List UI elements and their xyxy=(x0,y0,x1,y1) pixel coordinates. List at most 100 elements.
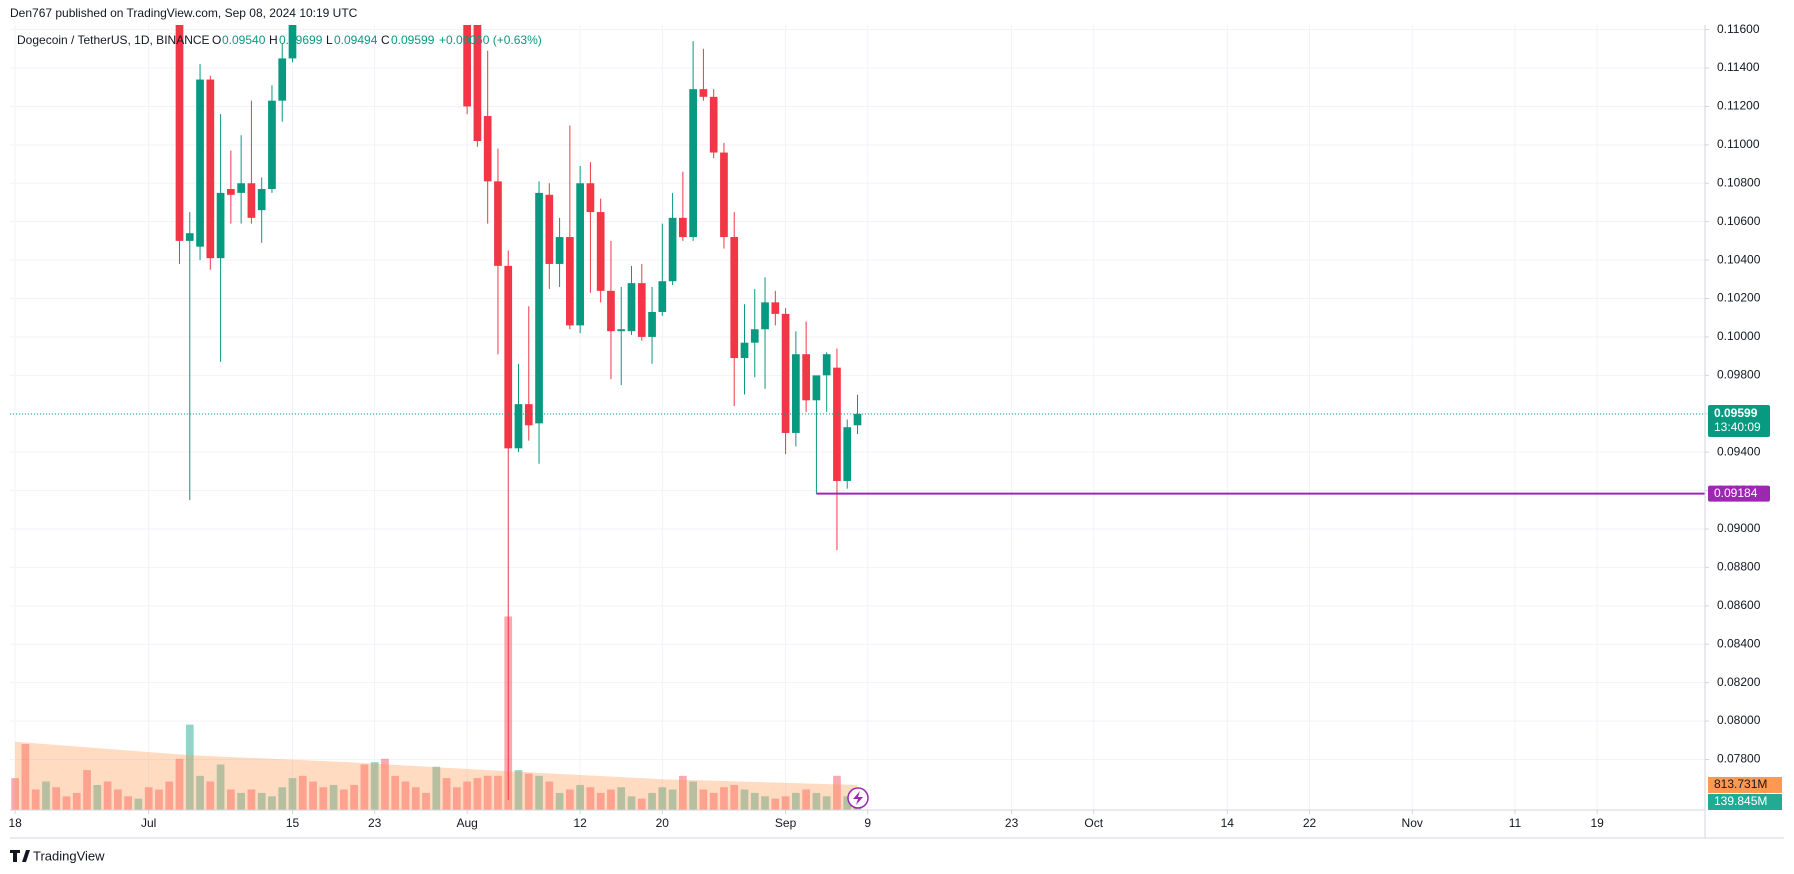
x-tick-label: 18 xyxy=(8,816,22,830)
volume-bar xyxy=(792,792,800,810)
candle-body xyxy=(658,281,667,312)
volume-bar xyxy=(627,796,636,810)
volume-bar xyxy=(42,781,50,810)
volume-bar xyxy=(360,764,369,810)
y-tick-label: 0.11600 xyxy=(1717,22,1760,36)
candle-body xyxy=(545,194,554,264)
candle-body xyxy=(473,25,482,142)
candle-body xyxy=(607,290,615,332)
candle-body xyxy=(709,96,718,153)
y-tick-label: 0.10800 xyxy=(1717,175,1761,189)
legend-l-label: L xyxy=(326,33,333,47)
candle-body xyxy=(761,302,769,330)
volume-bar xyxy=(411,787,420,810)
last-price-box xyxy=(1708,404,1770,437)
candle-body xyxy=(802,354,810,401)
candle-body xyxy=(555,237,564,264)
volume-bar xyxy=(750,792,759,810)
candle-body xyxy=(596,212,605,291)
level-box xyxy=(1708,485,1770,502)
volume-bar xyxy=(124,796,132,810)
volume-bar xyxy=(247,789,256,810)
volume-bar xyxy=(576,784,584,810)
x-tick-label: Sep xyxy=(775,816,797,830)
candle-body xyxy=(792,354,800,433)
volume-bar xyxy=(709,792,718,810)
x-tick-label: Jul xyxy=(141,816,156,830)
candle-body xyxy=(216,192,225,259)
x-tick-label: Oct xyxy=(1084,816,1103,830)
y-tick-label: 0.08400 xyxy=(1717,636,1761,650)
y-tick-label: 0.08200 xyxy=(1717,675,1761,689)
volume-bar xyxy=(637,798,646,810)
candle-body xyxy=(853,413,862,426)
volume-bar xyxy=(422,792,430,810)
candle-body xyxy=(833,367,841,481)
volume-bar xyxy=(185,724,194,810)
author-line: Den767 published on TradingView.com, Sep… xyxy=(10,6,358,20)
volume-bar xyxy=(555,792,564,810)
volume-bar xyxy=(309,781,317,810)
volume-bar xyxy=(524,773,533,810)
volume-bar xyxy=(607,789,615,810)
x-tick-label: 15 xyxy=(286,816,300,830)
volume-bar xyxy=(227,789,235,810)
last-price-label: 0.09599 xyxy=(1714,406,1758,420)
volume-bar xyxy=(206,781,215,810)
volume-bar xyxy=(72,792,81,810)
legend-h-label: H xyxy=(269,33,278,47)
y-tick-label: 0.08000 xyxy=(1717,713,1761,727)
candle-body xyxy=(247,183,256,218)
axis-labels: 0.07800 0.08000 0.08200 0.08400 0.08600 0.088… xyxy=(8,22,1782,830)
legend-low: 0.09494 xyxy=(334,33,378,47)
legend-high: 0.09699 xyxy=(279,33,323,47)
candle-body xyxy=(720,152,728,238)
volume-bar xyxy=(802,789,810,810)
volume-bar xyxy=(391,775,400,810)
y-tick-label: 0.10400 xyxy=(1717,252,1761,266)
lightning-icon[interactable] xyxy=(847,787,869,809)
candle-body xyxy=(237,183,245,193)
candle-body xyxy=(483,116,492,182)
volume-bar xyxy=(196,775,204,810)
y-tick-label: 0.11000 xyxy=(1717,137,1760,151)
candle-body xyxy=(175,25,184,241)
volume-bar xyxy=(114,789,122,810)
volume-bar xyxy=(103,781,112,810)
logo-mark xyxy=(10,850,30,862)
candle-body xyxy=(679,217,687,238)
candle-body xyxy=(617,329,626,332)
volume-bar xyxy=(740,789,749,810)
x-tick-label: 22 xyxy=(1303,816,1317,830)
candle-body xyxy=(822,354,831,376)
volume-bar xyxy=(648,792,656,810)
brand: TradingView xyxy=(33,848,105,863)
volume-bar xyxy=(596,792,605,810)
volume-bar xyxy=(730,784,739,810)
volume-bar xyxy=(329,784,338,810)
overlays xyxy=(10,413,1705,495)
legend: Dogecoin / TetherUS, 1D, BINANCE O 0.095… xyxy=(17,33,542,47)
legend-open: 0.09540 xyxy=(222,33,266,47)
volume-bar xyxy=(483,775,492,810)
candle-body xyxy=(227,189,235,195)
candle-body xyxy=(627,283,636,332)
volume-bar xyxy=(617,787,626,810)
candle-body xyxy=(524,404,533,426)
candle-body xyxy=(648,311,656,337)
volume-bar xyxy=(340,789,348,810)
volume-ma-label: 813.731M xyxy=(1714,777,1767,791)
volume-label: 139.845M xyxy=(1714,794,1767,808)
volume-bar xyxy=(298,775,307,810)
y-tick-label: 0.08800 xyxy=(1717,560,1761,574)
candle-body xyxy=(586,183,595,213)
legend-close: 0.09599 xyxy=(391,33,435,47)
volume-bar xyxy=(545,781,554,810)
volume-bar xyxy=(833,775,841,810)
volume-bar xyxy=(535,775,543,810)
candle-body xyxy=(689,89,697,238)
volume-bar xyxy=(93,784,102,810)
legend-change: +0.00060 (+0.63%) xyxy=(439,33,542,47)
